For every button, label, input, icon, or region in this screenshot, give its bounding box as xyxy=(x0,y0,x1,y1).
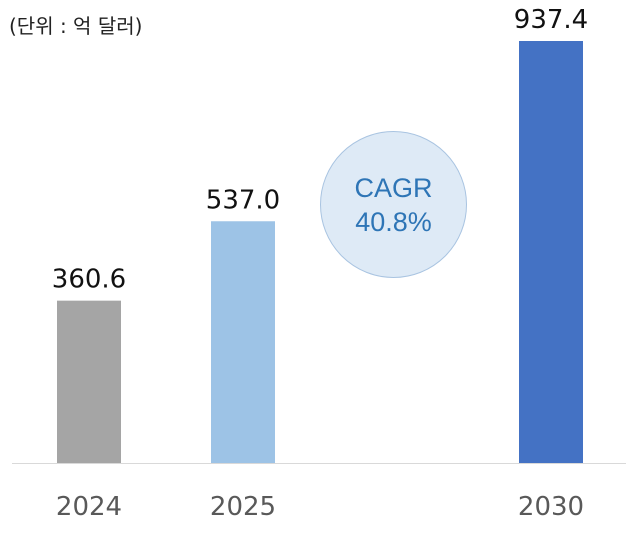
data-label-2030: 937.4 xyxy=(514,5,588,35)
data-label-2024: 360.6 xyxy=(52,265,126,295)
cagr-label: CAGR xyxy=(354,172,433,203)
bar-2030 xyxy=(519,41,583,463)
cagr-bubble: CAGR 40.8% xyxy=(320,131,467,278)
bar-2024 xyxy=(57,300,121,463)
unit-label: (단위 : 억 달러) xyxy=(9,14,143,38)
x-tick-label-2030: 2030 xyxy=(518,492,584,522)
cagr-value: 40.8% xyxy=(355,206,432,237)
x-tick-label-2025: 2025 xyxy=(210,492,276,522)
data-label-2025: 537.0 xyxy=(206,185,280,215)
bar-2025 xyxy=(211,221,275,463)
x-tick-label-2024: 2024 xyxy=(56,492,122,522)
